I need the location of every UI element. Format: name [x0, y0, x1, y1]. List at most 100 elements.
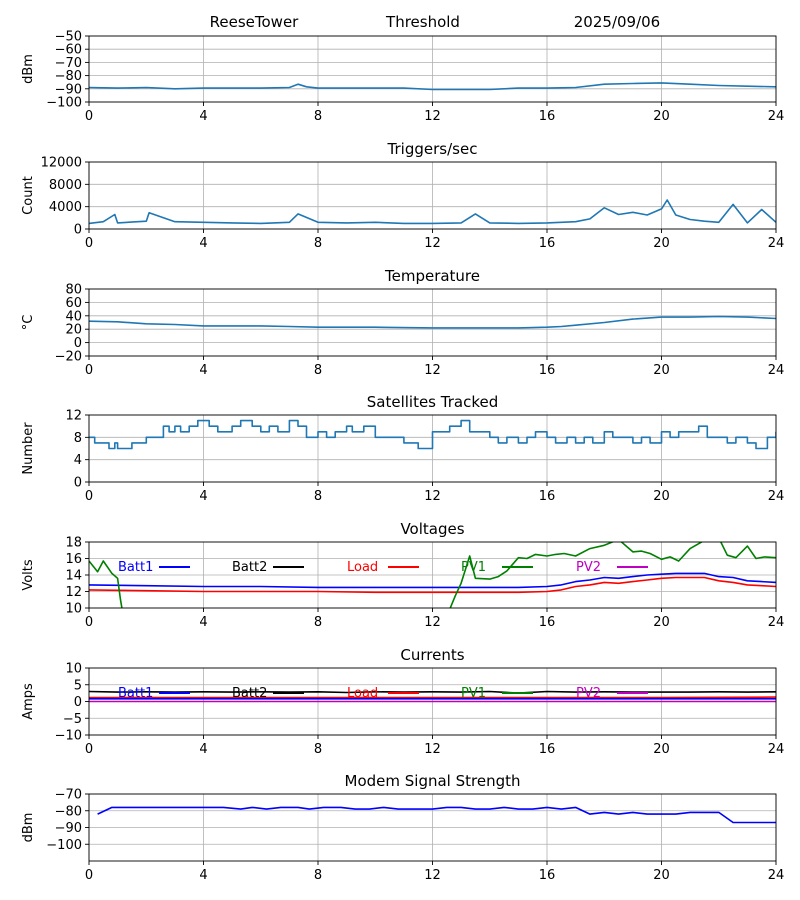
x-tick-label: 24 [768, 236, 785, 251]
x-tick-label: 24 [768, 363, 785, 378]
y-axis-label: Number [21, 422, 36, 475]
series-group [89, 542, 776, 608]
x-tick-label: 16 [539, 109, 556, 124]
x-tick-label: 20 [653, 742, 670, 757]
x-tick-label: 4 [199, 868, 207, 883]
y-tick-label: −60 [55, 43, 82, 58]
legend-label-pv2: PV2 [576, 686, 601, 701]
x-tick-label: 24 [768, 868, 785, 883]
header-date: 2025/09/06 [574, 13, 660, 31]
y-tick-label: 60 [65, 296, 82, 311]
series-line-0 [89, 82, 776, 91]
y-tick-label: 0 [74, 476, 82, 491]
header-station: ReeseTower [210, 13, 300, 31]
series-line-load [89, 576, 776, 594]
x-tick-label: 0 [85, 489, 93, 504]
y-tick-label: −90 [55, 82, 82, 97]
y-axis-label: Volts [21, 559, 36, 591]
y-tick-label: 20 [65, 323, 82, 338]
y-tick-label: 80 [65, 283, 82, 298]
y-tick-label: −70 [55, 788, 82, 803]
legend-label-pv2: PV2 [576, 560, 601, 575]
legend-label-batt1: Batt1 [118, 686, 153, 701]
x-tick-label: 12 [424, 615, 441, 630]
x-tick-label: 4 [199, 615, 207, 630]
x-tick-label: 16 [539, 868, 556, 883]
legend-label-load: Load [347, 686, 378, 701]
y-axis-label: °C [21, 315, 36, 331]
y-tick-label: 4000 [49, 200, 82, 215]
header-title: Threshold [385, 13, 460, 31]
y-tick-label: −90 [55, 821, 82, 836]
series-group [97, 806, 776, 824]
y-tick-label: −100 [46, 96, 82, 111]
x-tick-label: 8 [314, 109, 322, 124]
panel-1: 0 4 8 12 16 20 24 0 4000 8000 12000 Triggers/sec Cou… [21, 140, 784, 251]
x-tick-label: 0 [85, 109, 93, 124]
x-tick-label: 4 [199, 363, 207, 378]
y-tick-label: −80 [55, 69, 82, 84]
x-tick-label: 16 [539, 742, 556, 757]
y-axis-label: Amps [21, 683, 36, 720]
y-tick-label: 10 [65, 662, 82, 677]
series-group [89, 199, 776, 225]
y-tick-label: 0 [74, 223, 82, 238]
y-tick-label: 5 [74, 678, 82, 693]
x-tick-label: 8 [314, 742, 322, 757]
x-tick-label: 12 [424, 489, 441, 504]
panel-title: Temperature [384, 267, 480, 285]
series-line-pv1 [89, 542, 776, 608]
panel-title: Satellites Tracked [367, 393, 498, 411]
x-tick-label: 0 [85, 742, 93, 757]
series-line-0 [89, 419, 776, 450]
x-tick-label: 20 [653, 236, 670, 251]
x-tick-label: 8 [314, 615, 322, 630]
x-tick-label: 0 [85, 236, 93, 251]
x-tick-label: 24 [768, 489, 785, 504]
legend-label-batt2: Batt2 [232, 560, 267, 575]
legend-label-pv1: PV1 [461, 686, 486, 701]
x-tick-label: 8 [314, 489, 322, 504]
x-tick-label: 8 [314, 363, 322, 378]
x-tick-label: 16 [539, 489, 556, 504]
y-tick-label: −70 [55, 56, 82, 71]
x-tick-label: 0 [85, 363, 93, 378]
y-tick-label: −20 [55, 350, 82, 365]
y-tick-label: 8 [74, 431, 82, 446]
x-tick-label: 8 [314, 868, 322, 883]
legend-label-pv1: PV1 [461, 560, 486, 575]
x-tick-label: 12 [424, 236, 441, 251]
x-tick-label: 20 [653, 615, 670, 630]
x-tick-label: 12 [424, 742, 441, 757]
panel-0: 0 4 8 12 16 20 24 −100−90−80−70−60−50 dBm [21, 30, 784, 125]
x-tick-label: 8 [314, 236, 322, 251]
y-tick-label: 14 [65, 569, 82, 584]
y-tick-label: 18 [65, 536, 82, 551]
x-tick-label: 24 [768, 615, 785, 630]
x-tick-label: 20 [653, 868, 670, 883]
x-tick-label: 20 [653, 363, 670, 378]
legend-label-load: Load [347, 560, 378, 575]
x-tick-label: 12 [424, 109, 441, 124]
x-tick-label: 0 [85, 615, 93, 630]
y-axis-label: Count [21, 176, 36, 215]
series-line-0 [89, 315, 776, 329]
legend-label-batt1: Batt1 [118, 560, 153, 575]
x-tick-label: 0 [85, 868, 93, 883]
y-tick-label: 40 [65, 309, 82, 324]
series-line-batt1 [89, 572, 776, 589]
x-tick-label: 12 [424, 868, 441, 883]
x-tick-label: 24 [768, 742, 785, 757]
y-axis-label: dBm [21, 813, 36, 843]
series-line-batt2 [89, 690, 776, 694]
x-tick-label: 16 [539, 615, 556, 630]
x-tick-label: 20 [653, 109, 670, 124]
series-line-0 [97, 806, 776, 824]
x-tick-label: 4 [199, 489, 207, 504]
x-tick-label: 4 [199, 742, 207, 757]
panel-title: Modem Signal Strength [345, 772, 521, 790]
y-tick-label: 0 [74, 336, 82, 351]
y-tick-label: 8000 [49, 178, 82, 193]
